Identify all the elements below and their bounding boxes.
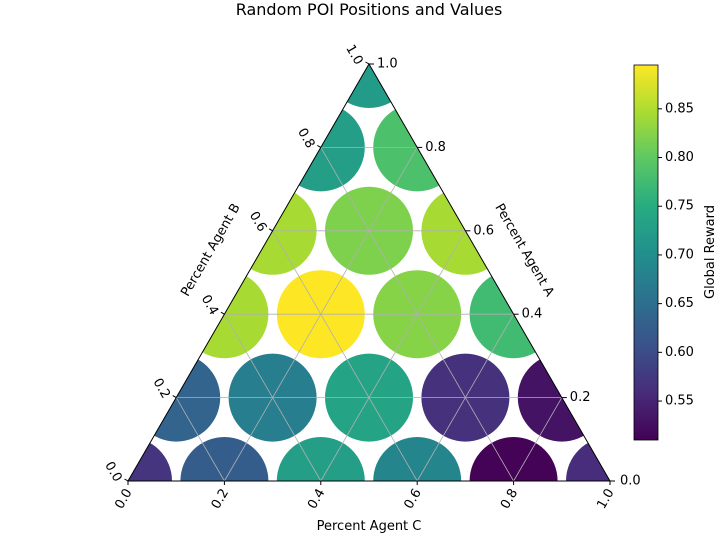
tick-label-c-2: 0.4	[305, 486, 328, 511]
tick-label-b-3: 0.6	[246, 209, 269, 234]
chart-title: Random POI Positions and Values	[236, 0, 503, 19]
tick-label-a-3: 0.8	[425, 140, 446, 155]
tick-label-c-0: 0.0	[112, 486, 135, 511]
tick-label-b-5: 1.0	[342, 42, 365, 67]
tick-label-c-1: 0.2	[209, 486, 232, 511]
colorbar-tick-label-6: 0.85	[665, 101, 694, 116]
tick-mark-b-1	[172, 395, 177, 399]
axis-label-b: Percent Agent B	[178, 201, 243, 299]
axis-label-a: Percent Agent A	[491, 201, 556, 299]
tick-label-c-5: 1.0	[594, 486, 617, 511]
poi-point-1	[180, 437, 269, 481]
gridline-b-3	[175, 397, 225, 482]
poi-point-0	[128, 437, 172, 481]
tick-label-c-4: 0.8	[498, 486, 521, 511]
tick-label-a-4: 1.0	[377, 57, 398, 72]
colorbar-gradient	[633, 64, 659, 441]
plot-frame	[127, 63, 611, 482]
poi-point-4	[469, 437, 558, 481]
tick-label-a-2: 0.6	[473, 223, 494, 238]
poi-point-3	[373, 437, 462, 481]
tick-label-b-1: 0.2	[150, 376, 173, 401]
colorbar-tick-label-2: 0.65	[665, 296, 694, 311]
colorbar-tick-label-0: 0.55	[665, 394, 694, 409]
gridline-c-3	[513, 397, 563, 482]
gridline-c-2	[416, 313, 514, 482]
tick-label-c-3: 0.6	[402, 486, 425, 511]
tick-mark-b-3	[268, 228, 273, 232]
tick-label-a-0: 0.2	[570, 390, 591, 405]
colorbar-tick-label-4: 0.75	[665, 199, 694, 214]
gridline-c-1	[320, 230, 466, 482]
colorbar-tick-label-3: 0.70	[665, 247, 694, 262]
colorbar-label: Global Reward	[703, 205, 718, 299]
tick-label-b-4: 0.8	[294, 126, 317, 151]
grid-layer	[175, 146, 563, 482]
tick-mark-b-4	[317, 144, 322, 148]
tick-label-a-origin: 0.0	[620, 474, 641, 489]
tick-label-b-2: 0.4	[198, 292, 221, 317]
axis-label-c: Percent Agent C	[317, 519, 422, 534]
colorbar-tick-label-1: 0.60	[665, 345, 694, 360]
colorbar-tick-label-5: 0.80	[665, 150, 694, 165]
poi-point-5	[566, 437, 610, 481]
poi-point-2	[276, 437, 365, 481]
points-layer	[128, 64, 610, 481]
colorbar: 0.55 0.60 0.65 0.70 0.75 0.80 0.85 Global Rewa…	[633, 64, 718, 441]
tick-mark-b-5	[365, 61, 370, 65]
tick-label-a-1: 0.4	[522, 307, 543, 322]
tick-mark-b-2	[220, 311, 225, 315]
tick-mark-b-0	[124, 478, 129, 482]
gridline-b-2	[224, 313, 322, 482]
gridline-b-1	[272, 230, 418, 482]
tick-label-b-0: 0.0	[101, 459, 124, 484]
